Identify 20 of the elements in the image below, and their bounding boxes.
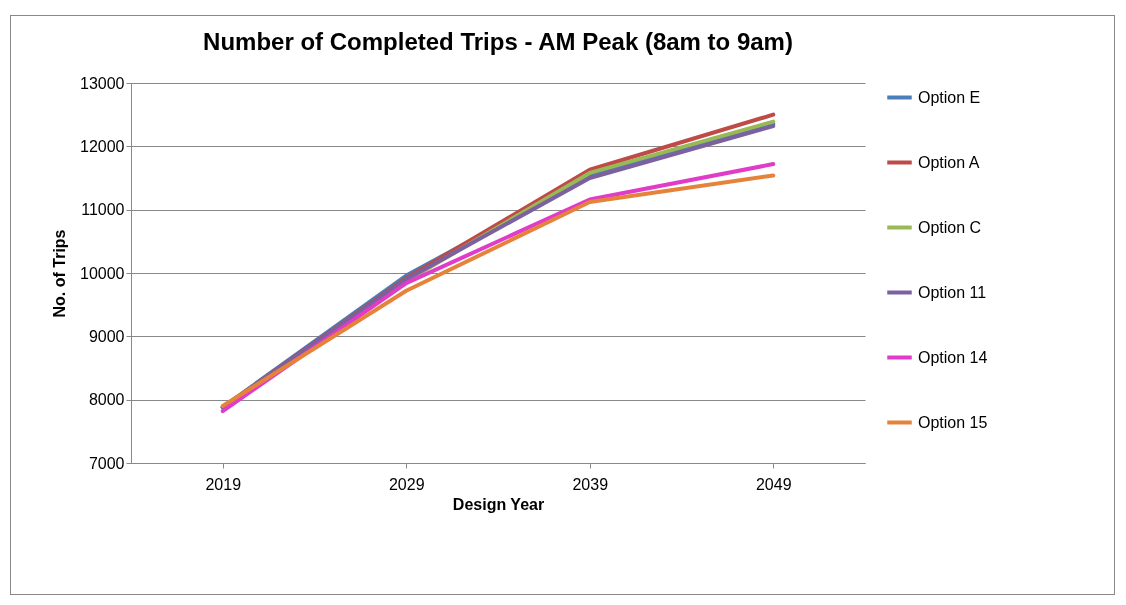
legend-label: Option 14	[918, 348, 988, 366]
legend-label: Option E	[918, 88, 981, 106]
y-tick-label: 7000	[88, 454, 125, 472]
x-tick-label: 2039	[572, 475, 609, 493]
x-tick-label: 2049	[755, 475, 792, 493]
legend-label: Option 11	[918, 283, 987, 301]
legend-label: Option C	[918, 218, 982, 236]
y-tick-label: 13000	[80, 74, 125, 92]
x-tick-label: 2029	[388, 475, 425, 493]
legend-label: Option 15	[918, 413, 988, 431]
y-axis-title: No. of Trips	[51, 229, 69, 318]
x-tick-label: 2019	[205, 475, 242, 493]
y-tick-label: 8000	[88, 391, 125, 409]
y-tick-label: 12000	[80, 137, 125, 155]
chart-title: Number of Completed Trips - AM Peak (8am to 9am)	[203, 28, 793, 55]
legend-label: Option A	[918, 153, 980, 171]
y-tick-label: 11000	[81, 201, 125, 219]
y-tick-label: 9000	[88, 327, 125, 345]
x-axis-title: Design Year	[452, 495, 545, 513]
y-tick-label: 10000	[80, 264, 125, 282]
